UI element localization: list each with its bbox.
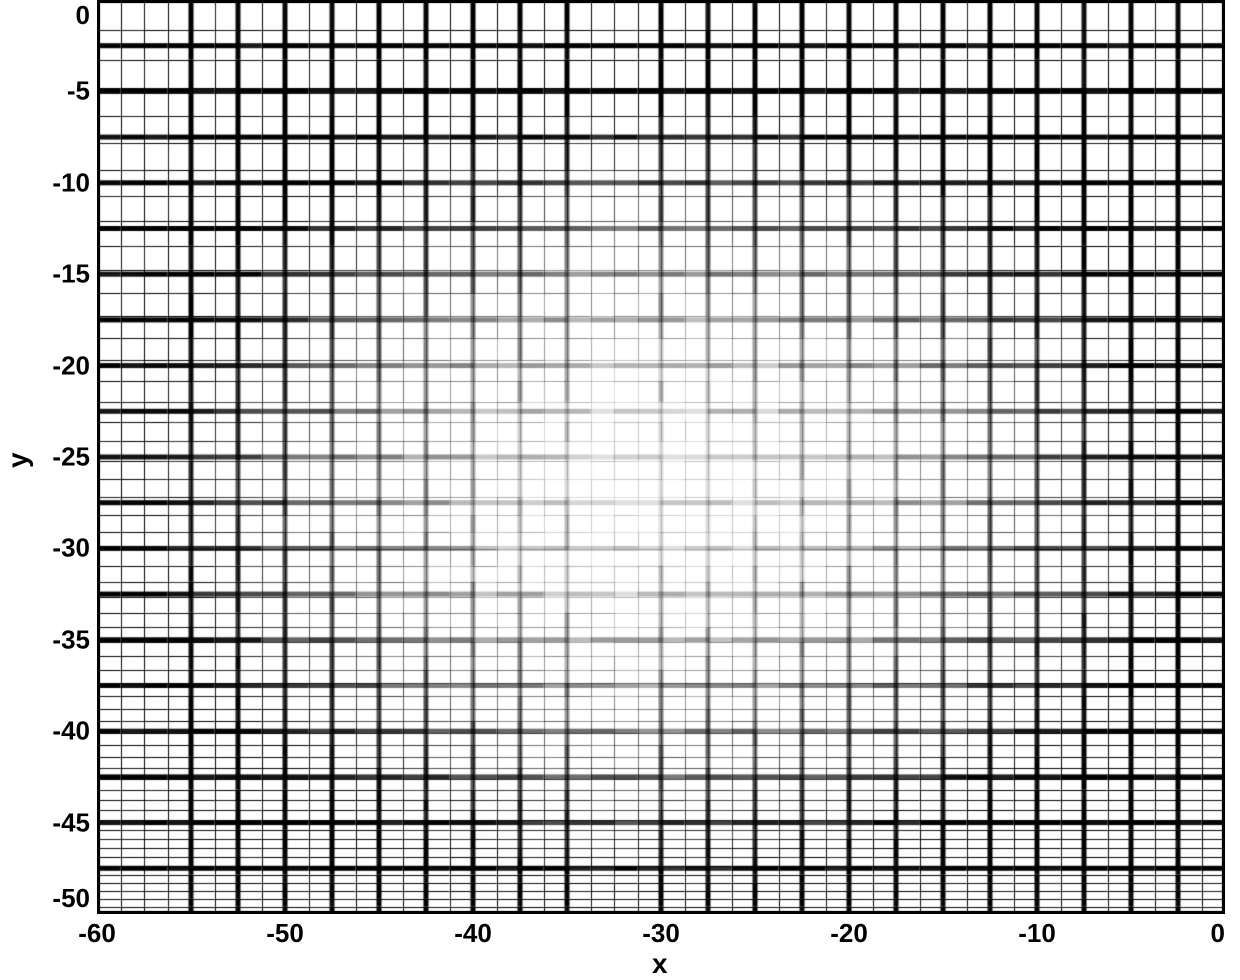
heatmap-plot-area bbox=[97, 0, 1225, 914]
x-tick-label: -20 bbox=[830, 918, 868, 949]
x-tick-label: -10 bbox=[1018, 918, 1056, 949]
y-tick-label: -20 bbox=[52, 350, 90, 381]
figure: -60 -50 -40 -30 -20 -10 0 0 -5 -10 -15 -20 -25 -30 -3… bbox=[0, 0, 1240, 978]
x-axis-label: x bbox=[652, 948, 668, 980]
x-tick-label: -30 bbox=[642, 918, 680, 949]
x-tick-label: -60 bbox=[78, 918, 116, 949]
y-tick-label: -25 bbox=[52, 442, 90, 473]
x-tick-label: 0 bbox=[1211, 918, 1225, 949]
y-tick-label: -45 bbox=[52, 807, 90, 838]
y-tick-label: -5 bbox=[67, 76, 90, 107]
y-tick-label: -30 bbox=[52, 533, 90, 564]
heatmap-canvas bbox=[97, 0, 1225, 914]
y-tick-label: 0 bbox=[76, 0, 90, 31]
y-tick-label: -10 bbox=[52, 167, 90, 198]
y-tick-label: -50 bbox=[52, 883, 90, 914]
x-tick-label: -40 bbox=[454, 918, 492, 949]
y-tick-label: -15 bbox=[52, 259, 90, 290]
x-tick-label: -50 bbox=[266, 918, 304, 949]
y-axis-label: y bbox=[2, 452, 34, 468]
y-tick-label: -35 bbox=[52, 624, 90, 655]
y-tick-label: -40 bbox=[52, 716, 90, 747]
